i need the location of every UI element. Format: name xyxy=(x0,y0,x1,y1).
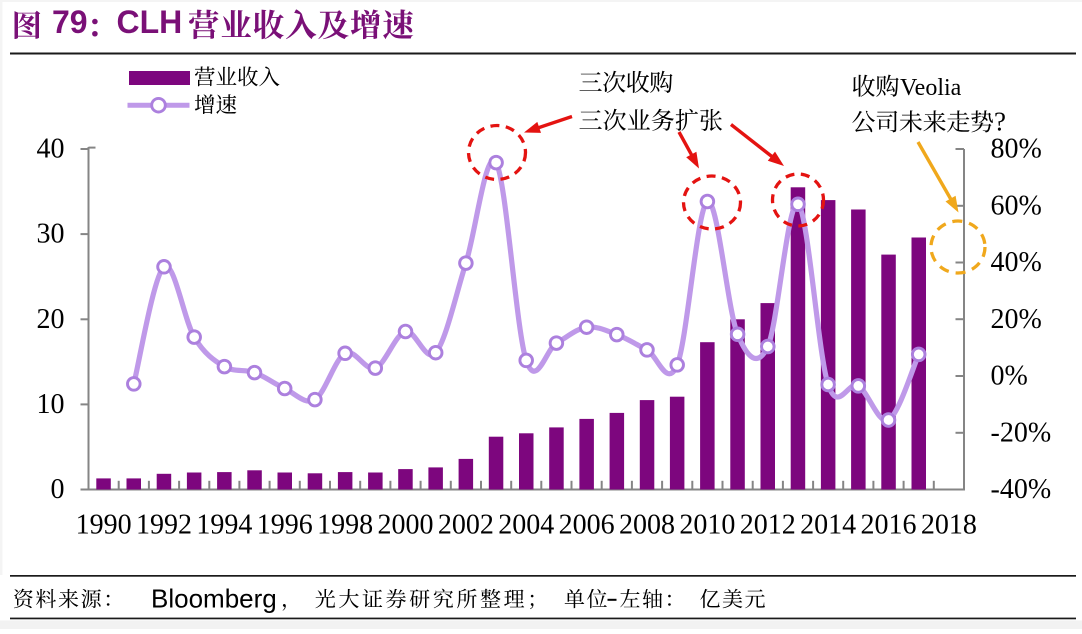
svg-text:Bloomberg: Bloomberg xyxy=(151,584,277,614)
svg-text:2008: 2008 xyxy=(619,510,675,541)
svg-text:30: 30 xyxy=(37,219,65,250)
svg-text:Veolia: Veolia xyxy=(900,75,962,101)
svg-text:1994: 1994 xyxy=(196,510,252,541)
svg-text:2016: 2016 xyxy=(861,510,917,541)
svg-text:20: 20 xyxy=(37,304,65,335)
svg-text:2010: 2010 xyxy=(679,510,735,541)
svg-text:10: 10 xyxy=(37,389,65,420)
svg-text:CLH: CLH xyxy=(117,4,183,40)
svg-text:80%: 80% xyxy=(991,134,1042,165)
svg-text:1996: 1996 xyxy=(257,510,313,541)
svg-text:40: 40 xyxy=(37,134,65,165)
svg-text:1998: 1998 xyxy=(317,510,373,541)
svg-text:0%: 0% xyxy=(991,361,1028,392)
svg-text:2018: 2018 xyxy=(921,510,977,541)
svg-text:2000: 2000 xyxy=(378,510,434,541)
svg-text:79: 79 xyxy=(52,4,88,40)
svg-text:1990: 1990 xyxy=(76,510,132,541)
svg-text:2014: 2014 xyxy=(800,510,856,541)
svg-text:-20%: -20% xyxy=(991,417,1052,448)
svg-text:?: ? xyxy=(994,107,1006,137)
svg-text:-40%: -40% xyxy=(991,474,1052,505)
svg-text:0: 0 xyxy=(51,474,65,505)
svg-text:60%: 60% xyxy=(991,190,1042,221)
svg-text:2002: 2002 xyxy=(438,510,494,541)
svg-text:2006: 2006 xyxy=(559,510,615,541)
svg-text:40%: 40% xyxy=(991,247,1042,278)
svg-text:20%: 20% xyxy=(991,304,1042,335)
svg-text:2012: 2012 xyxy=(740,510,796,541)
svg-text:1992: 1992 xyxy=(136,510,192,541)
svg-text:2004: 2004 xyxy=(498,510,554,541)
